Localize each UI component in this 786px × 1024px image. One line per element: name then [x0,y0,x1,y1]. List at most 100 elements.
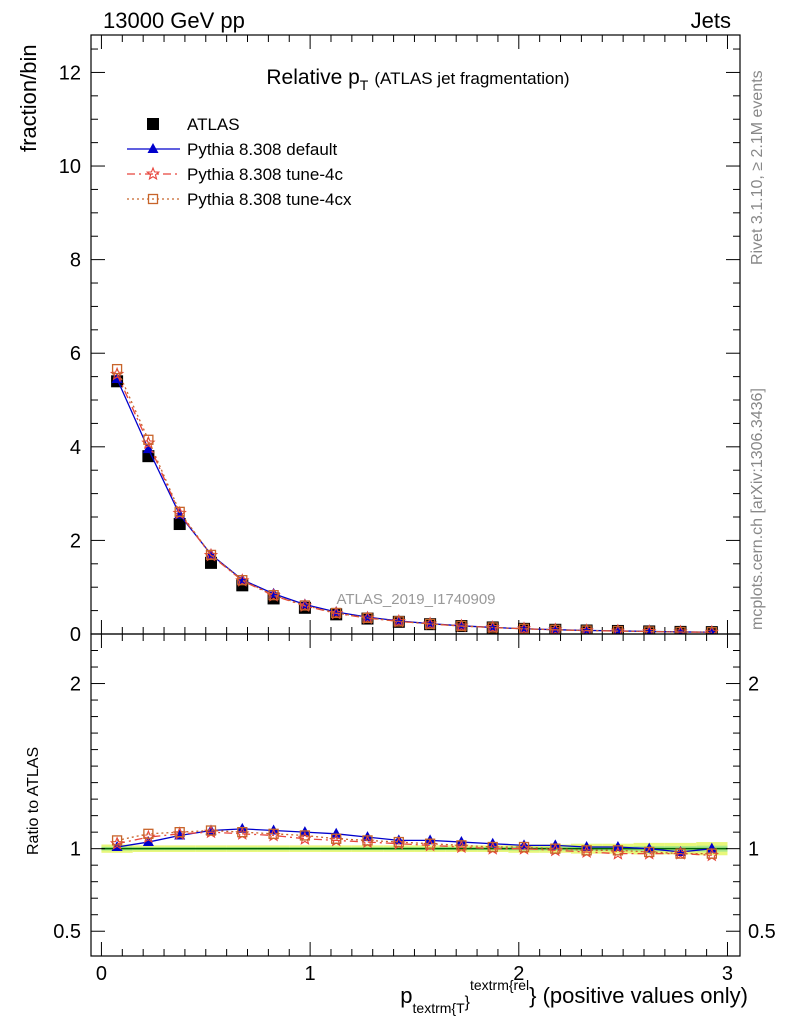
legend-marker-1 [147,143,159,153]
main-title: Relative pT (ATLAS jet fragmentation) [266,66,569,93]
ratio-data-point-2 [268,828,279,839]
ratio-y-tick-label-right: 2 [748,674,759,696]
main-data-point-3 [612,625,624,634]
main-series-line-3 [116,368,712,633]
main-series-layer [109,363,719,634]
main-data-point-3 [644,626,655,634]
main-data-point-3 [174,506,185,518]
main-data-point-3 [268,590,279,601]
ratio-data-point-2 [205,825,217,836]
x-label-suffix: } (positive values only) [529,983,748,1008]
ratio-data-point-0 [142,836,154,847]
main-data-point-3 [706,627,717,634]
ratio-data-point-0 [706,842,718,853]
title-main: Relative p [266,66,359,89]
ratio-data-point-2 [237,827,248,838]
main-data-point-3 [299,600,311,611]
main-y-tick-label: 12 [59,62,81,84]
main-data-point-3 [143,434,154,445]
main-y-tick-label: 0 [70,624,81,646]
main-data-point-3 [581,625,592,634]
ratio-data-point-2 [362,835,373,846]
legend: ATLAS Pythia 8.308 default Pythia 8.308 tu… [127,115,352,209]
main-y-tick-label: 2 [70,530,81,552]
main-data-point-1 [707,626,717,634]
process-label: Jets [691,8,731,33]
ratio-data-point-2 [581,845,592,856]
main-data-point-3 [518,623,530,634]
x-tick-label: 3 [722,963,733,985]
main-data-point-3 [550,624,561,634]
ratio-series-layer [109,822,719,862]
legend-marker-3 [147,193,159,205]
ratio-data-point-2 [518,841,530,853]
mcplots-label: mcplots.cern.ch [arXiv:1306.3436] [749,388,766,630]
title-extra: (ATLAS jet fragmentation) [374,69,569,88]
legend-entry-label: Pythia 8.308 tune-4cx [187,190,352,209]
ratio-data-point-2 [299,830,311,841]
x-label-close: } [465,994,471,1011]
legend-entry-label: Pythia 8.308 default [187,140,338,159]
ratio-y-tick-label: 0.5 [53,921,81,943]
legend-entry-label: Pythia 8.308 tune-4c [187,165,343,184]
x-axis-label: ptextrm{T}textrm{rel} (positive values o… [400,977,748,1016]
ratio-data-point-2 [675,848,686,859]
main-data-point-3 [205,549,217,561]
x-label-sub: textrm{T [413,1000,466,1016]
main-y-tick-label: 10 [59,156,81,178]
main-data-point-3 [362,612,373,624]
main-y-axis-label: fraction/bin [16,44,41,152]
ratio-panel: 0.5 0.5 1 1 2 2 0 1 2 3 Ratio to ATLAS ptextrm{T}… [25,633,776,1016]
main-data-point-3 [331,607,342,619]
main-y-tick-label: 6 [70,343,81,365]
main-data-point-3 [675,626,686,634]
ratio-data-point-2 [174,827,185,838]
main-data-point-3 [424,618,436,630]
ratio-data-point-2 [393,836,404,848]
main-data-point-0 [142,450,155,463]
x-label-main: p [400,983,412,1008]
main-data-point-1 [142,443,154,454]
main-data-point-1 [268,587,280,598]
x-tick-label: 2 [513,963,524,985]
x-label-sup: textrm{rel [470,977,529,993]
ratio-data-point-2 [143,828,154,839]
ratio-data-point-2 [487,841,498,853]
main-y-tick-label: 8 [70,250,81,272]
ratio-data-point-2 [550,843,561,854]
rivet-version-label: Rivet 3.1.10, ≥ 2.1M events [749,70,766,265]
collision-label: 13000 GeV pp [103,8,245,33]
x-tick-label: 0 [96,963,107,985]
main-y-tick-label: 4 [70,437,81,459]
main-data-point-3 [393,616,404,627]
main-data-point-3 [456,620,467,632]
watermark-label: ATLAS_2019_I1740909 [336,591,495,608]
ratio-data-point-2 [456,840,467,851]
legend-marker-0 [147,118,159,130]
title-sub: T [360,77,369,93]
ratio-y-tick-label: 2 [70,674,81,696]
ratio-data-point-2 [644,846,655,858]
legend-entry-label: ATLAS [187,115,240,134]
ratio-data-point-2 [331,833,342,844]
ratio-data-point-2 [111,835,123,846]
ratio-data-point-2 [612,845,624,856]
main-data-point-0 [173,518,186,531]
ratio-y-tick-label-right: 1 [748,839,759,861]
main-data-point-3 [487,622,498,633]
ratio-data-point-2 [706,848,717,859]
ratio-data-point-0 [330,827,342,838]
main-data-point-3 [111,363,123,375]
ratio-y-axis-label: Ratio to ATLAS [25,747,42,855]
legend-marker-2 [145,166,161,181]
ratio-y-tick-label: 1 [70,839,81,861]
ratio-ticks: 0.5 0.5 1 1 2 2 0 1 2 3 [53,650,776,985]
ratio-frame [90,633,741,957]
ratio-y-tick-label-right: 0.5 [748,921,776,943]
main-data-point-3 [237,575,248,586]
x-tick-label: 1 [305,963,316,985]
ratio-data-point-2 [424,838,436,849]
